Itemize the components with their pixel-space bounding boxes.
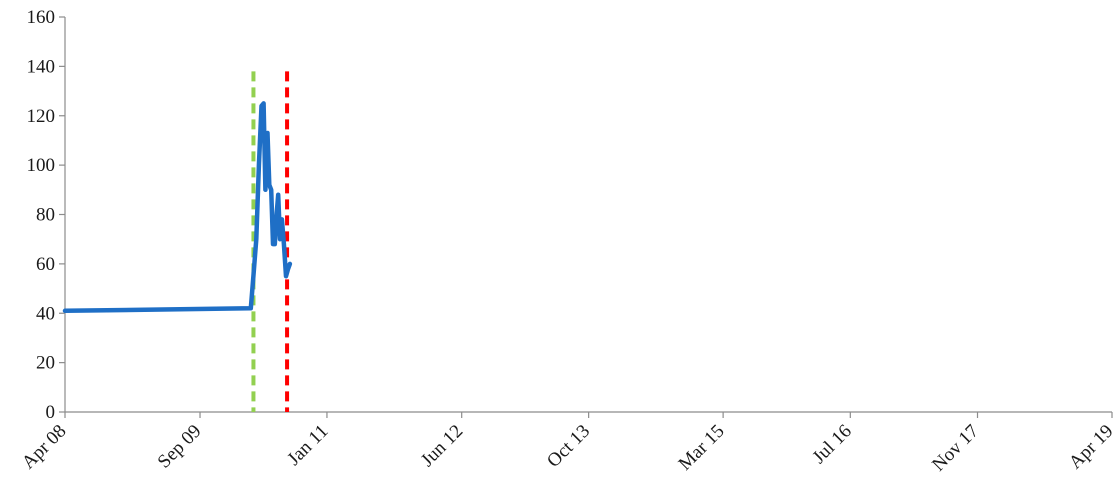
event-lines [251, 71, 290, 412]
series-line [62, 101, 293, 314]
x-tick-label: Sep 09 [154, 421, 206, 473]
y-tick-label: 20 [36, 353, 55, 374]
x-tick-label: Apr 08 [18, 421, 71, 474]
x-tick-label: Nov 17 [928, 421, 983, 476]
x-tick-label: Oct 13 [543, 421, 594, 472]
y-tick-label: 80 [36, 205, 55, 226]
y-tick-label: 160 [27, 7, 56, 28]
y-tick-label: 0 [46, 402, 56, 423]
y-tick-label: 120 [27, 106, 56, 127]
y-tick-label: 140 [27, 56, 56, 77]
x-tick-label: Jul 16 [809, 421, 856, 468]
x-tick-label: Mar 15 [675, 421, 729, 475]
x-axis: Apr 08 Sep 09 Jan 11 Jun 12 Oct 13 Mar 15 Jul … [18, 411, 1117, 476]
x-tick-label: Apr 19 [1065, 421, 1117, 474]
y-tick-label: 40 [36, 303, 55, 324]
y-tick-label: 100 [27, 155, 56, 176]
y-axis: 0 20 40 60 80 100 120 140 160 [27, 7, 66, 423]
x-tick-label: Jun 12 [417, 421, 467, 471]
series [62, 101, 293, 314]
x-tick-label: Jan 11 [283, 421, 332, 470]
y-tick-label: 60 [36, 254, 55, 275]
